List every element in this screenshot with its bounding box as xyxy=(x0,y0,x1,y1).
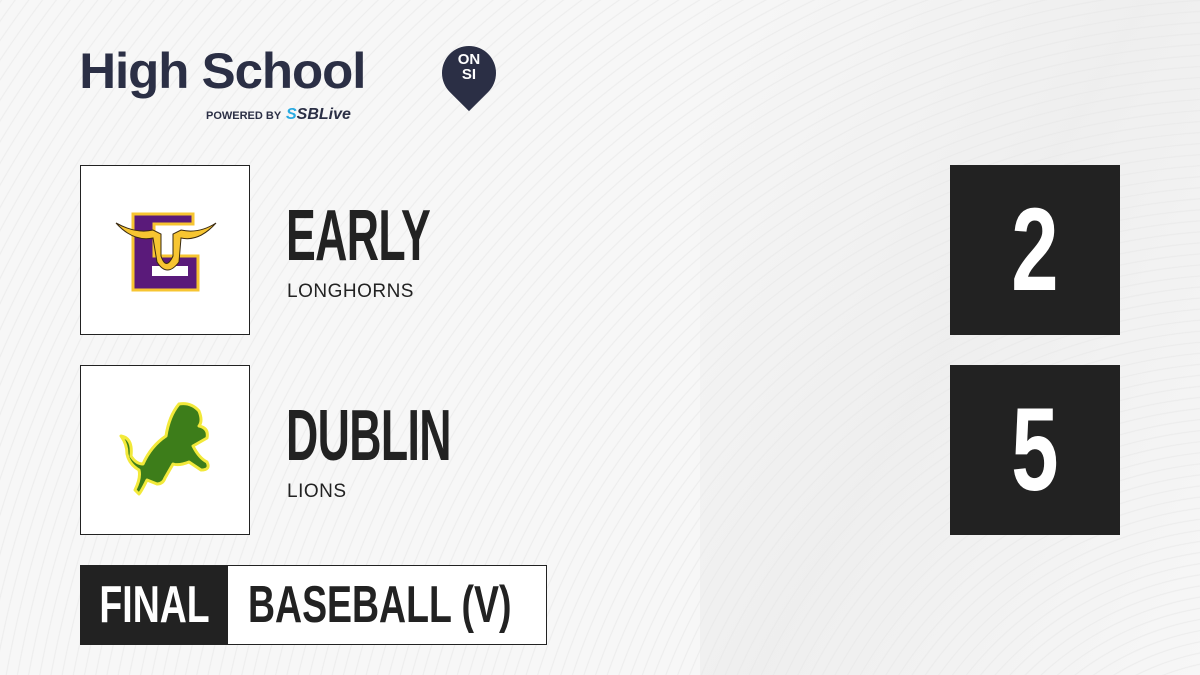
badge-top: ON xyxy=(457,51,481,68)
score-dublin: 5 xyxy=(950,365,1120,535)
lion-logo-icon xyxy=(119,402,210,496)
sport-text: BASEBALL (V) xyxy=(248,576,512,634)
badge-bottom: SI xyxy=(461,66,477,83)
score-early: 2 xyxy=(950,165,1120,335)
final-status: FINAL xyxy=(81,566,228,644)
logo-title: High School xyxy=(79,43,366,99)
sblive-text: SBLive xyxy=(296,106,351,123)
team-name-dublin: DUBLIN xyxy=(286,396,452,476)
team-mascot-dublin: LIONS xyxy=(287,481,347,502)
team-logo-dublin xyxy=(80,365,250,535)
high-school-on-si-logo: High School ON SI POWERED BY SSBLive xyxy=(79,34,508,123)
pin-badge-text: ON SI xyxy=(450,52,488,82)
team-name-early: EARLY xyxy=(286,196,431,276)
sblive-logo: SSBLive xyxy=(286,106,351,124)
score-value: 5 xyxy=(1011,384,1059,516)
score-value: 2 xyxy=(1011,184,1059,316)
status-text: FINAL xyxy=(99,576,210,634)
longhorn-e-logo-icon xyxy=(115,212,217,292)
sblive-mark: S xyxy=(286,106,297,123)
team-logo-early xyxy=(80,165,250,335)
powered-by-label: POWERED BY xyxy=(206,110,282,122)
background-decoration xyxy=(700,0,1200,675)
game-status-bar: FINAL BASEBALL (V) xyxy=(80,565,547,645)
team-mascot-early: LONGHORNS xyxy=(287,281,414,302)
sport-label: BASEBALL (V) xyxy=(228,566,614,644)
